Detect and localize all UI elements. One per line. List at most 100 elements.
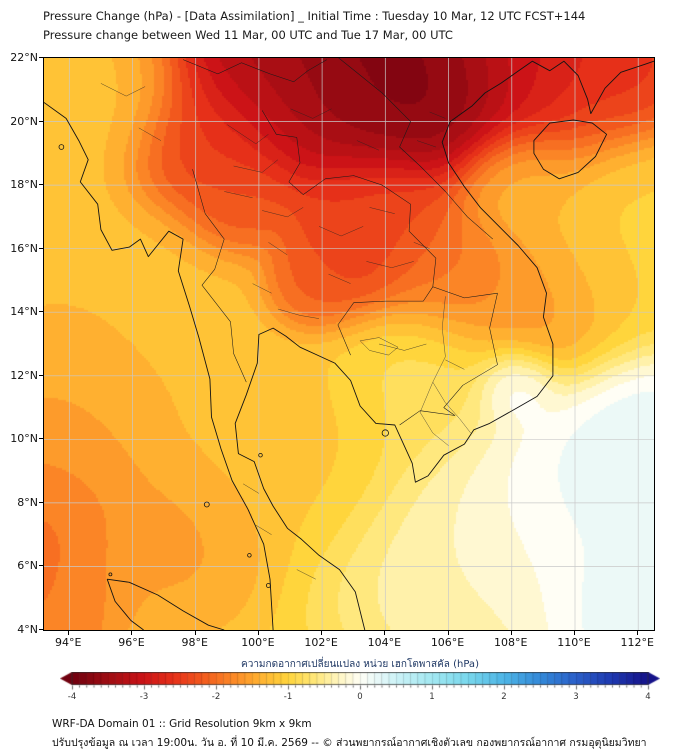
boundary-line [414,242,430,248]
y-axis-tick [39,438,43,440]
x-axis-tick-label: 106°E [430,636,465,649]
boundary-line [370,207,395,213]
colorbar-tick-label: 2 [501,692,507,702]
x-axis-tick [384,631,386,635]
boundary-line [297,570,316,580]
boundary-line [256,525,272,535]
colorbar-tick-label: -3 [139,692,149,702]
boundary-line [227,125,268,144]
island-outline [259,453,263,457]
y-axis-tick [39,120,43,122]
pressure-field-canvas [44,58,654,630]
chart-title: Pressure Change (hPa) - [Data Assimilati… [43,9,586,23]
boundary-line [360,338,398,356]
colorbar-tick-label: 3 [573,692,579,702]
boundary-line [433,287,498,298]
map-plot-area [43,57,655,631]
y-axis-tick-label: 20°N [10,114,38,128]
y-axis-tick-label: 4°N [17,623,38,636]
y-axis-tick [39,501,43,503]
y-axis-tick-label: 22°N [10,51,38,64]
y-axis-tick [39,374,43,376]
x-axis-tick-label: 98°E [181,636,208,649]
boundary-line [319,226,363,236]
x-axis-tick [447,631,449,635]
x-axis-tick-label: 104°E [367,636,402,649]
y-axis-tick-label: 18°N [10,178,38,192]
map-overlay [44,58,654,630]
boundary-line [262,207,303,217]
x-axis-tick [194,631,196,635]
y-axis-tick-label: 6°N [17,559,38,573]
boundary-line [243,484,259,494]
boundary-line [262,110,436,355]
boundary-line [291,109,332,119]
footer-domain-info: WRF-DA Domain 01 :: Grid Resolution 9km … [52,718,312,730]
colorbar-tick-label: 1 [429,692,435,702]
y-axis-tick [39,57,43,58]
island-outline [266,584,270,588]
island-outline [59,145,64,150]
x-axis-tick [321,631,323,635]
x-axis-tick [257,631,259,635]
boundary-line [234,160,278,173]
colorbar-tick-label: 4 [645,692,651,702]
boundary-line [139,128,161,141]
island-outline [204,502,209,507]
boundary-line [420,382,449,446]
x-axis-tick [637,631,639,635]
boundary-line [445,360,464,370]
coastline [44,103,273,631]
boundary-line [327,58,493,239]
boundary-line [433,296,471,433]
y-axis-tick [39,565,43,567]
x-axis-tick-label: 112°E [620,636,654,649]
y-axis-tick-label: 12°N [10,368,38,382]
y-axis-tick-label: 10°N [10,432,38,446]
x-axis-tick-label: 94°E [55,636,82,649]
y-axis-tick-label: 8°N [17,495,38,509]
x-axis-tick-label: 110°E [557,636,591,649]
boundary-line [253,284,272,294]
footer-update-info: ปรับปรุงข้อมูล ณ เวลา 19:00น. วัน อ. ที่… [52,737,647,749]
colorbar [60,672,660,692]
x-axis-tick-label: 100°E [241,636,275,649]
y-axis-tick-label: 16°N [10,241,38,255]
coastline [534,120,607,179]
boundary-line [417,141,436,147]
x-axis-tick [573,631,575,635]
boundary-line [379,344,426,350]
colorbar-label: ความกดอากาศเปลี่ยนแปลง หน่วย เฮกโตพาสคัล… [241,659,479,670]
y-axis-tick-label: 14°N [10,305,38,319]
y-axis-tick [39,247,43,249]
boundary-line [224,192,252,198]
x-axis-tick [68,631,70,635]
y-axis-tick [39,629,43,630]
boundary-line [357,141,379,151]
boundary-line [278,309,319,319]
coastline [107,579,143,630]
chart-subtitle: Pressure change between Wed 11 Mar, 00 U… [43,28,453,42]
island-outline [109,573,112,576]
boundary-line [366,261,413,267]
x-axis-tick [510,631,512,635]
y-axis-tick [39,311,43,313]
coastline [107,579,224,630]
colorbar-tick-label: -4 [67,692,77,702]
x-axis-tick-label: 108°E [494,636,528,649]
x-axis-tick-label: 96°E [118,636,145,649]
boundary-line [400,293,498,425]
boundary-line [183,60,327,82]
colorbar-tick-label: -2 [211,692,221,702]
boundary-line [193,169,247,382]
boundary-line [329,274,351,284]
island-outline [382,430,388,436]
coastline [235,61,654,630]
boundary-line [268,242,287,255]
y-axis-tick [39,184,43,186]
x-axis-tick-label: 102°E [304,636,338,649]
colorbar-tick-label: 0 [357,692,363,702]
colorbar-tick-label: -1 [283,692,293,702]
boundary-line [101,83,145,96]
